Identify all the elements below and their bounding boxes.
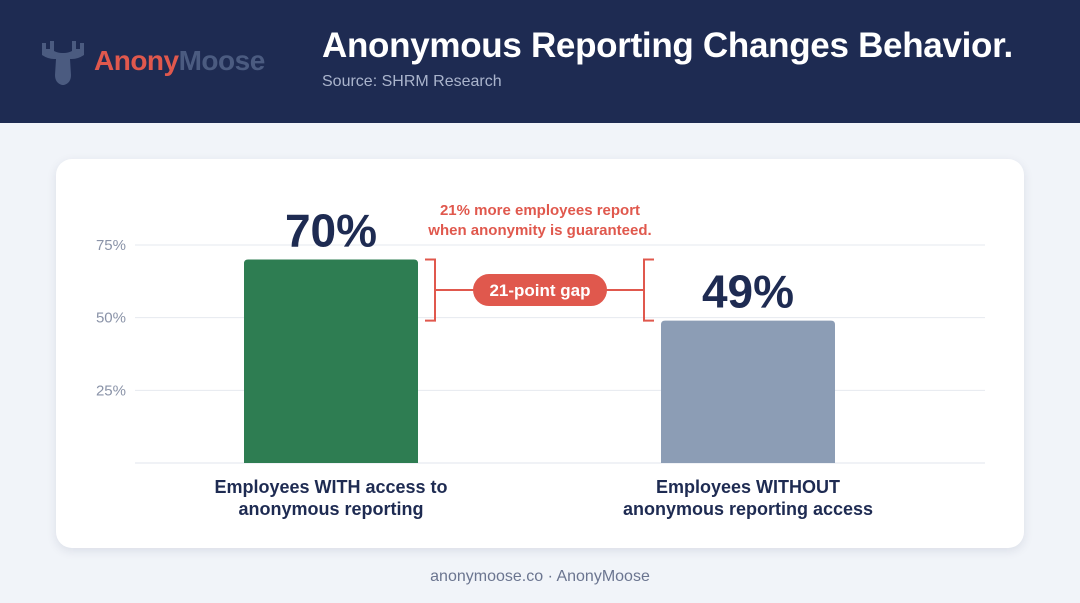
page-title: Anonymous Reporting Changes Behavior. <box>322 26 1013 65</box>
bar <box>661 320 835 463</box>
gap-label: 21-point gap <box>489 281 590 300</box>
brand-name-part2: Moose <box>178 45 266 76</box>
y-tick-label: 75% <box>96 237 126 254</box>
gap-bracket-right <box>643 258 654 322</box>
bar <box>244 259 418 463</box>
header-banner: AnonyMoose Anonymous Reporting Changes B… <box>0 0 1080 123</box>
chart-card: 25% 50% 75% 70% Employees WITH access to anon… <box>56 159 1024 548</box>
bar-value-label: 70% <box>285 205 377 257</box>
bar-value-label: 49% <box>702 266 794 318</box>
page-subtitle: Source: SHRM Research <box>322 73 502 90</box>
x-category-label: anonymous reporting access <box>623 499 873 519</box>
y-tick-label: 50% <box>96 310 126 327</box>
brand-logo: AnonyMoose <box>38 34 265 88</box>
x-category-label: Employees WITHOUT <box>656 477 840 497</box>
brand-name-part1: Anony <box>94 45 179 76</box>
gap-pill <box>473 274 607 307</box>
gap-bracket-left <box>425 258 436 322</box>
bar-chart: 25%50%75% 70%Employees WITH access toanon… <box>96 202 985 519</box>
annotation-text: 21% more employees report <box>440 202 640 219</box>
moose-icon <box>42 41 84 85</box>
y-tick-label: 25% <box>96 382 126 399</box>
x-category-label: Employees WITH access to <box>214 477 447 497</box>
brand-name: AnonyMoose <box>94 45 265 77</box>
annotation-text: when anonymity is guaranteed. <box>427 222 651 239</box>
x-category-label: anonymous reporting <box>238 499 423 519</box>
footer-credit: anonymoose.co · AnonyMoose <box>430 568 650 585</box>
